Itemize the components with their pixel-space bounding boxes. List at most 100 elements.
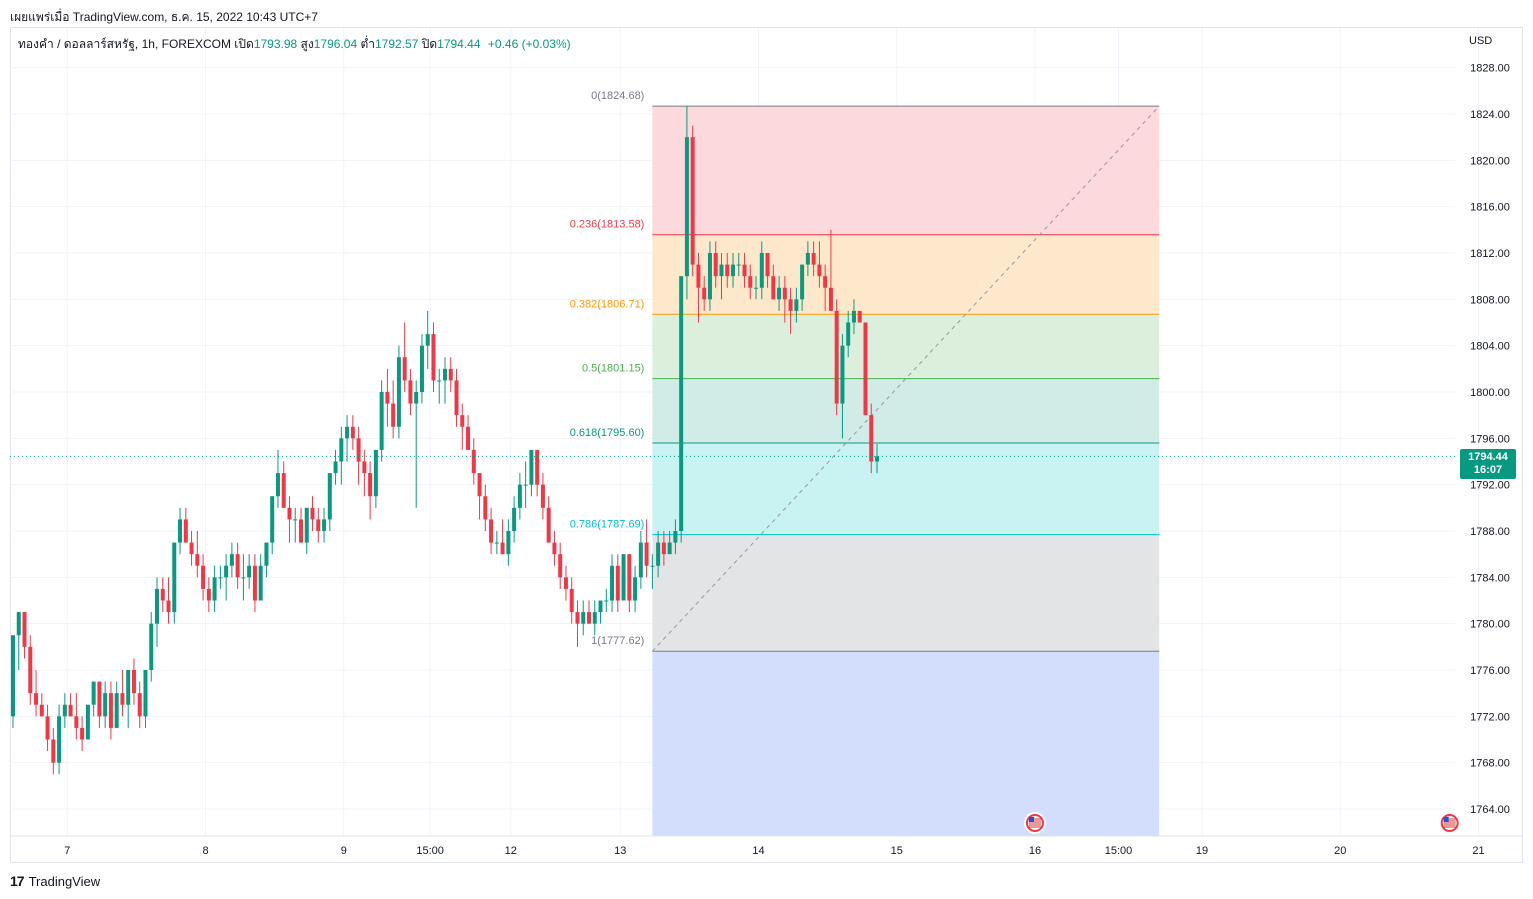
candle-body: [558, 554, 563, 578]
candle-body: [869, 415, 874, 462]
candle-body: [126, 670, 131, 705]
candle-body: [540, 484, 545, 508]
fib-zone: [652, 442, 1160, 535]
price-tick-label: 1828.00: [1470, 63, 1510, 75]
price-tick-label: 1820.00: [1470, 155, 1510, 167]
candle-body: [218, 577, 223, 579]
currency-label: USD: [1469, 35, 1493, 47]
candle-body: [707, 253, 712, 300]
brand-name: TradingView: [28, 873, 101, 889]
candle-body: [771, 276, 776, 300]
candle-body: [51, 739, 56, 763]
candle-body: [362, 461, 367, 474]
time-tick-label: 9: [341, 845, 347, 857]
candle-body: [610, 565, 615, 601]
us-flag-event-icon[interactable]: [1438, 812, 1461, 834]
bar-countdown: 16:07: [1473, 464, 1503, 476]
time-tick-label: 21: [1472, 845, 1484, 857]
time-tick-label: 16: [1029, 845, 1041, 857]
candle-body: [327, 473, 332, 520]
fib-level-label: 0.618(1795.60): [570, 427, 645, 439]
candle-body: [189, 542, 194, 555]
price-tick-label: 1792.00: [1470, 480, 1510, 492]
candle-body: [828, 287, 833, 311]
time-tick-label: 15:00: [416, 845, 444, 857]
candle-body: [28, 646, 33, 694]
time-tick-label: 8: [202, 845, 208, 857]
candle-body: [241, 577, 246, 579]
candle-body: [235, 554, 240, 578]
open-value: 1793.98: [253, 37, 298, 51]
candle-body: [823, 276, 828, 288]
candle-body: [224, 565, 229, 578]
candle-body: [742, 264, 747, 277]
candle-body: [477, 473, 482, 497]
open-label: เปิด: [234, 37, 254, 51]
us-flag-event-icon[interactable]: [1023, 812, 1046, 834]
candle-body: [494, 542, 499, 544]
candle-body: [731, 264, 735, 277]
candle-body: [304, 507, 309, 543]
candle-body: [782, 287, 787, 300]
candle-body: [759, 253, 764, 288]
time-tick-label: 14: [752, 845, 764, 857]
time-axis[interactable]: 7 8 9 15:00 12 13 14 15 16 15:00 19 20 21: [64, 845, 1484, 857]
candle-body: [431, 334, 436, 381]
candle-body: [68, 704, 73, 717]
candle-body: [748, 276, 753, 288]
chart-frame: [10, 27, 1523, 863]
candle-body: [644, 542, 649, 566]
fibonacci-retracement[interactable]: 0(1824.68) 0.236(1813.58) 0.382(1806.71) 0.…: [570, 90, 1160, 836]
candle-body: [696, 264, 701, 288]
change-value: +0.46 (+0.03%): [487, 37, 571, 51]
time-tick-label: 12: [505, 845, 517, 857]
time-tick-label: 20: [1334, 845, 1346, 857]
price-tick-label: 1784.00: [1470, 572, 1510, 584]
time-tick-label: 15:00: [1105, 845, 1133, 857]
candle-body: [581, 612, 586, 624]
candle-body: [11, 635, 15, 717]
candle-body: [34, 693, 39, 705]
footer-brand[interactable]: 17 TradingView: [10, 873, 100, 889]
fib-level-label: 0.236(1813.58): [570, 219, 645, 231]
price-tick-label: 1824.00: [1470, 109, 1510, 121]
last-price-value: 1794.44: [1468, 451, 1508, 463]
candle-body: [788, 299, 793, 311]
candle-body: [379, 392, 384, 450]
candle-body: [74, 716, 79, 728]
fib-zone: [652, 234, 1160, 315]
candle-body: [569, 588, 574, 613]
candle-body: [183, 519, 188, 543]
price-axis[interactable]: 1828.00 1824.00 1820.00 1816.00 1812.00 1808.…: [10, 63, 1523, 837]
candle-body: [483, 496, 488, 520]
candle-body: [299, 519, 303, 543]
candle-body: [373, 449, 378, 497]
candle-body: [195, 554, 200, 566]
fib-level-label: 1(1777.62): [591, 635, 644, 647]
fib-level-label: 0(1824.68): [591, 90, 644, 102]
candle-body: [252, 565, 257, 601]
candle-body: [206, 588, 211, 601]
candle-body: [702, 287, 707, 300]
candle-body: [489, 519, 494, 543]
candle-body: [627, 554, 632, 601]
candle-body: [201, 565, 206, 589]
candle-body: [736, 264, 741, 266]
candle-body: [97, 681, 102, 717]
candle-body: [120, 693, 125, 705]
candle-body: [448, 368, 453, 381]
candle-body: [684, 137, 689, 277]
candle-body: [39, 704, 44, 717]
symbol-name: ทองคำ / ดอลลาร์สหรัฐ, 1h, FOREXCOM: [18, 37, 231, 51]
candle-body: [633, 577, 638, 601]
candle-body: [454, 380, 459, 416]
candle-body: [247, 565, 252, 578]
price-tick-label: 1796.00: [1470, 433, 1510, 445]
candle-body: [863, 322, 868, 416]
candle-body: [281, 473, 286, 508]
event-markers[interactable]: [1023, 812, 1461, 834]
candle-body: [466, 426, 471, 450]
event-icon-canton: [1028, 817, 1034, 822]
candle-body: [546, 507, 551, 543]
